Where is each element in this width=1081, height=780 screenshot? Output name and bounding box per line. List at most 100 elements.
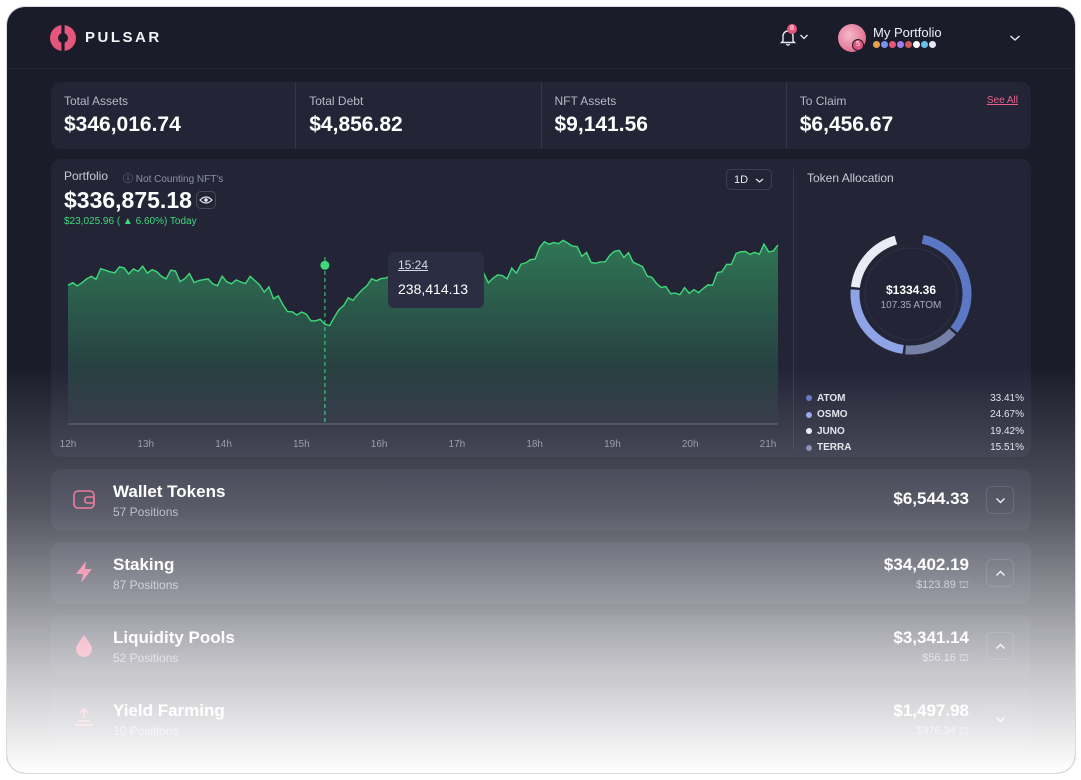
chevron-up-icon: [996, 570, 1005, 576]
panel-divider: [793, 169, 794, 449]
range-value: 1D: [734, 174, 749, 186]
legend-dot: [806, 444, 812, 451]
x-tick-label: 14h: [215, 439, 232, 450]
liquidity-pools-row[interactable]: Liquidity Pools 52 Positions $3,341.14 $…: [51, 615, 1031, 677]
row-title: Staking: [113, 555, 175, 574]
chain-icons: [873, 41, 936, 48]
chevron-down-icon: [755, 178, 764, 183]
top-bar: PULSAR 8 5 My Portfolio: [7, 7, 1075, 69]
legend-item: OSMO 24.67%: [806, 407, 1024, 424]
chain-icon: [897, 41, 904, 48]
chevron-down-icon: [996, 717, 1005, 723]
tooltip-time: 15:24: [398, 258, 429, 272]
legend-token: TERRA: [817, 442, 852, 454]
chain-icon: [921, 41, 928, 48]
donut-center-value: $1334.36: [885, 283, 937, 297]
chain-icon: [905, 41, 912, 48]
chevron-down-icon: [996, 498, 1005, 504]
summary-value: $9,141.56: [554, 113, 648, 136]
staking-row[interactable]: Staking 87 Positions $34,402.19 $123.89 …: [51, 542, 1031, 604]
notification-badge: 8: [787, 24, 797, 34]
allocation-legend: ATOM 33.41% OSMO 24.67% JUNO 19.42% TERR…: [806, 390, 1024, 456]
donut-slice-osmo[interactable]: [850, 289, 904, 354]
row-sub: 57 Positions: [113, 505, 179, 519]
allocation-donut[interactable]: [846, 229, 976, 359]
summary-nft-assets: NFT Assets $9,141.56: [540, 82, 786, 149]
legend-item: JUNO 19.42%: [806, 423, 1024, 440]
row-claim-value: $123.89 ⛫: [916, 579, 969, 591]
summary-total-assets: Total Assets $346,016.74: [51, 82, 295, 149]
eye-toggle-button[interactable]: [196, 191, 216, 209]
legend-item: TERRA 15.51%: [806, 440, 1024, 457]
farm-icon: [75, 707, 93, 726]
legend-pct: 19.42%: [990, 425, 1024, 437]
yield-farming-row[interactable]: Yield Farming 10 Positions $1,497.98 $37…: [51, 688, 1031, 750]
chain-icon: [889, 41, 896, 48]
summary-label: NFT Assets: [554, 94, 617, 108]
chain-icon: [913, 41, 920, 48]
token-allocation-title: Token Allocation: [807, 171, 894, 185]
x-tick-label: 20h: [681, 439, 699, 450]
row-title: Yield Farming: [113, 701, 225, 720]
nft-note: ⓘ Not Counting NFT's: [123, 170, 223, 185]
chain-icon: [873, 41, 880, 48]
see-all-link[interactable]: See All: [986, 95, 1018, 106]
legend-pct: 15.51%: [990, 442, 1024, 454]
legend-dot: [806, 428, 812, 435]
chevron-down-icon[interactable]: [799, 33, 809, 41]
chart-marker-point[interactable]: [320, 260, 330, 270]
chain-icon: [881, 41, 888, 48]
legend-item: ATOM 33.41%: [806, 390, 1024, 407]
legend-dot: [806, 395, 812, 402]
lightning-icon: [76, 561, 92, 583]
chart-x-axis: 12h 13h 14h 15h 16h 17h 18h 19h 20h 21h: [59, 439, 777, 451]
chart-tooltip: 15:24 238,414.13: [388, 252, 484, 308]
x-tick-label: 13h: [137, 439, 155, 450]
row-sub: 87 Positions: [113, 578, 179, 592]
nft-note-text: Not Counting NFT's: [135, 174, 224, 185]
summary-value: $346,016.74: [64, 113, 181, 136]
portfolio-panel: Portfolio ⓘ Not Counting NFT's $336,875.…: [51, 159, 1031, 457]
row-value: $6,544.33: [893, 489, 969, 508]
eye-icon: [199, 196, 213, 204]
donut-slice-juno[interactable]: [850, 235, 898, 288]
chain-icon: [929, 41, 936, 48]
donut-slice-terra[interactable]: [905, 328, 956, 355]
summary-value: $4,856.82: [309, 113, 403, 136]
wallet-icon: [73, 490, 95, 509]
x-tick-label: 17h: [448, 439, 466, 450]
legend-pct: 24.67%: [990, 409, 1024, 421]
collapse-button[interactable]: [986, 559, 1014, 587]
x-tick-label: 15h: [292, 439, 310, 450]
legend-token: ATOM: [817, 392, 846, 404]
summary-value: $6,456.67: [799, 113, 894, 136]
brand-name: PULSAR: [85, 29, 162, 46]
wallet-tokens-row[interactable]: Wallet Tokens 57 Positions $6,544.33: [51, 469, 1031, 531]
x-tick-label: 19h: [604, 439, 621, 450]
avatar-badge: 5: [852, 39, 864, 51]
summary-bar: Total Assets $346,016.74 Total Debt $4,8…: [51, 82, 1031, 149]
x-tick-label: 12h: [59, 439, 77, 450]
range-select[interactable]: 1D: [726, 169, 772, 190]
chevron-up-icon: [996, 643, 1005, 649]
portfolio-name[interactable]: My Portfolio: [873, 25, 942, 40]
row-title: Wallet Tokens: [113, 482, 226, 501]
portfolio-label: Portfolio: [64, 169, 109, 183]
drop-icon: [76, 635, 92, 657]
expand-button[interactable]: [986, 705, 1014, 733]
row-value: $1,497.98: [893, 701, 969, 720]
summary-label: To Claim: [799, 94, 847, 108]
expand-button[interactable]: [986, 486, 1014, 514]
row-claim-value: $56.16 ⛫: [922, 652, 969, 664]
info-icon: ⓘ: [123, 174, 133, 185]
legend-token: JUNO: [817, 425, 845, 437]
donut-inner-ring: [864, 247, 958, 341]
donut-center-sub: 107.35 ATOM: [880, 300, 942, 311]
summary-label: Total Debt: [309, 94, 364, 108]
x-tick-label: 21h: [759, 439, 777, 450]
collapse-button[interactable]: [986, 632, 1014, 660]
app-window: PULSAR 8 5 My Portfolio Total Assets $34…: [7, 7, 1075, 773]
portfolio-chevron-down-icon[interactable]: [1009, 33, 1021, 43]
donut-slice-atom[interactable]: [921, 234, 972, 333]
row-title: Liquidity Pools: [113, 628, 235, 647]
